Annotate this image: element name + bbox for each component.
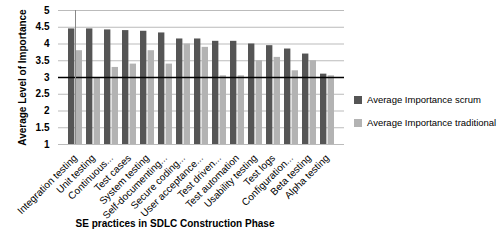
- svg-text:3.5: 3.5: [36, 55, 50, 66]
- svg-text:Beta testing: Beta testing: [268, 152, 314, 198]
- svg-text:2.5: 2.5: [36, 88, 50, 99]
- svg-text:Configuration...: Configuration...: [239, 152, 296, 208]
- svg-text:Average Level of Importance: Average Level of Importance: [17, 9, 28, 146]
- html-text:Average Importance traditional: Average Importance traditional: [367, 117, 497, 128]
- svg-text:Test cases: Test cases: [92, 152, 134, 194]
- svg-text:Integration testing: Integration testing: [15, 152, 80, 217]
- html-text:Average Importance scrum: Average Importance scrum: [367, 94, 481, 105]
- svg-text:3: 3: [44, 72, 50, 83]
- svg-text:Test driven...: Test driven...: [175, 152, 224, 201]
- svg-text:Unit testing: Unit testing: [54, 152, 98, 196]
- svg-text:2: 2: [44, 105, 50, 116]
- svg-text:Test automation: Test automation: [183, 152, 242, 210]
- svg-text:Secure coding...: Secure coding...: [128, 152, 188, 212]
- svg-text:Test logs: Test logs: [241, 152, 278, 188]
- html-text:SE practices in SDLC Construct: SE practices in SDLC Construction Phase: [75, 218, 275, 229]
- svg-text:4: 4: [44, 38, 50, 49]
- svg-text:4.5: 4.5: [36, 21, 50, 32]
- svg-text:Alpha testing: Alpha testing: [283, 152, 332, 201]
- svg-text:1.5: 1.5: [36, 122, 50, 133]
- svg-text:User acceptance...: User acceptance...: [138, 152, 206, 219]
- svg-text:5: 5: [44, 5, 50, 16]
- svg-text:1: 1: [44, 139, 50, 150]
- svg-text:Usability testing: Usability testing: [201, 152, 260, 210]
- svg-text:Continuous...: Continuous...: [65, 152, 116, 202]
- svg-text:System testing: System testing: [97, 152, 152, 207]
- svg-text:Self-documenting...: Self-documenting...: [100, 152, 170, 221]
